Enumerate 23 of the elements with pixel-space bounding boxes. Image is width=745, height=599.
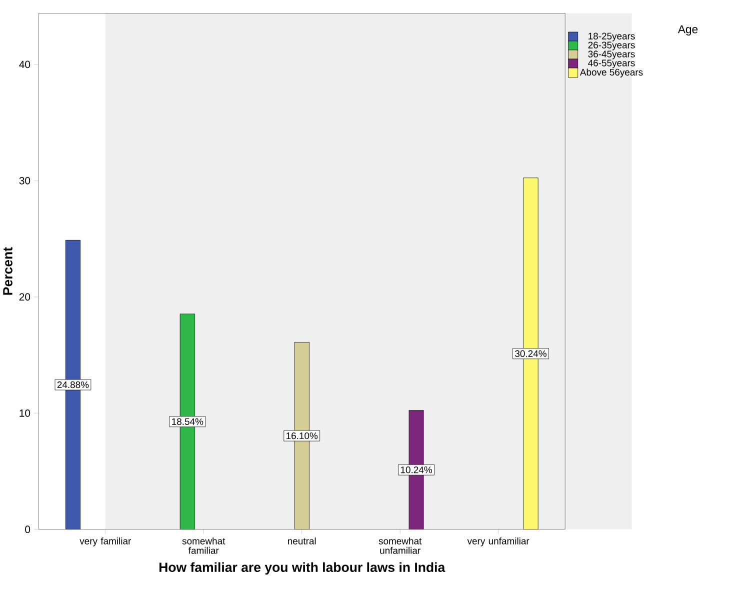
y-tick-label: 0 [25,526,30,534]
data-label: 10.24% [400,466,432,474]
y-tick-label: 10 [20,410,30,417]
y-tick-label: 30 [19,177,30,184]
data-label: 16.10% [286,432,318,440]
legend-title: Age [678,25,698,36]
data-label: 30.24% [515,350,546,358]
legend-label: Above 56years [580,68,643,78]
legend-label: 36-45years [588,50,635,60]
legend-label: 26-35years [588,42,635,50]
legend-label: 46-55years [588,60,635,68]
x-tick-label: somewhat unfamiliar [378,538,422,554]
data-label: 24.88% [57,382,89,388]
data-label: 18.54% [172,418,204,426]
x-axis-title: How familiar are you with labour laws in India [159,562,446,575]
x-tick-label: very unfamiliar [467,538,530,546]
y-tick-label: 40 [19,60,30,68]
y-axis-title: Percent [3,247,12,295]
y-tick-label: 20 [19,293,30,301]
x-tick-label: very familiar [80,538,132,546]
legend-label: 18-25years [588,32,635,42]
x-tick-label: neutral [288,538,316,545]
x-tick-label: somewhat familiar [182,538,226,554]
